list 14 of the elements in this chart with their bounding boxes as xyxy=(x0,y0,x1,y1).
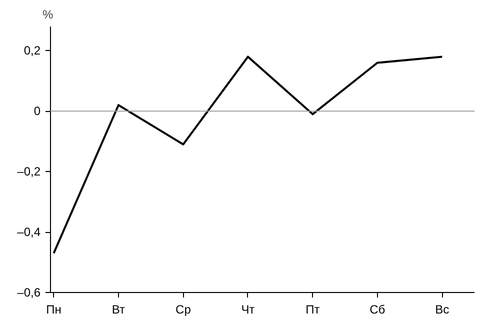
y-tick-label: 0,2 xyxy=(24,44,41,58)
x-tick-label: Ср xyxy=(176,302,192,316)
y-tick-label: –0,6 xyxy=(17,286,41,300)
x-tick-label: Сб xyxy=(370,302,386,316)
y-tick-label: 0 xyxy=(34,104,41,118)
x-tick-label: Вт xyxy=(112,302,126,316)
x-tick-label: Чт xyxy=(241,302,256,316)
x-tick-label: Пн xyxy=(46,302,62,316)
x-tick-label: Вс xyxy=(435,302,450,316)
x-tick-label: Пт xyxy=(306,302,320,316)
y-axis-title: % xyxy=(42,8,54,22)
y-tick-label: –0,2 xyxy=(17,164,41,179)
line-series xyxy=(52,56,444,254)
y-tick-label: –0,4 xyxy=(17,225,41,240)
